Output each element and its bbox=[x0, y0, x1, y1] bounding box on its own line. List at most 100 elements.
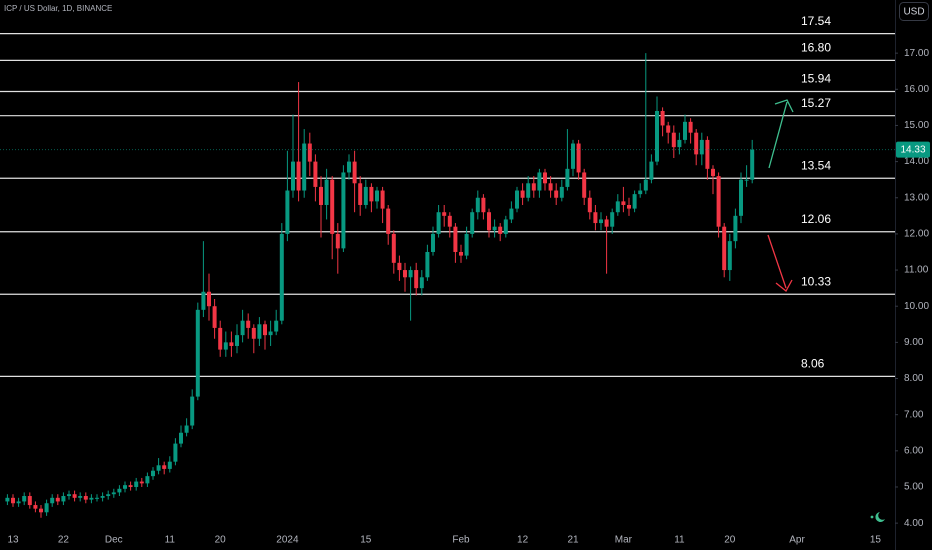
y-tick-label: 8.00 bbox=[904, 373, 924, 384]
candle-body bbox=[319, 186, 323, 205]
candle-body bbox=[307, 143, 312, 162]
y-tick-label: 13.00 bbox=[904, 192, 929, 203]
candle-body bbox=[750, 149, 755, 180]
candle-body bbox=[610, 212, 615, 227]
candle-body bbox=[604, 219, 609, 227]
candle-body bbox=[677, 139, 682, 148]
candle-body bbox=[223, 342, 228, 350]
x-tick-label: 20 bbox=[215, 535, 227, 546]
candle-body bbox=[55, 497, 60, 502]
candle-body bbox=[380, 190, 385, 209]
candle-body bbox=[207, 291, 211, 307]
candle-body bbox=[235, 335, 239, 346]
candle-body bbox=[167, 461, 172, 469]
candle-body bbox=[666, 125, 671, 133]
theme-icon bbox=[870, 512, 885, 522]
candle-body bbox=[61, 496, 66, 502]
x-tick-label: 15 bbox=[870, 535, 882, 546]
candle-body bbox=[660, 110, 665, 126]
candle-body bbox=[39, 508, 43, 513]
y-tick-label: 15.00 bbox=[904, 120, 929, 131]
candle-body bbox=[548, 183, 553, 191]
candle-body bbox=[425, 251, 430, 278]
y-tick-label: 7.00 bbox=[904, 409, 924, 420]
candle-body bbox=[100, 496, 105, 498]
candle-body bbox=[173, 443, 178, 462]
candle-body bbox=[683, 121, 687, 140]
candle-body bbox=[117, 488, 122, 493]
y-tick-label: 12.00 bbox=[904, 229, 929, 240]
candle-body bbox=[128, 485, 133, 487]
candle-body bbox=[515, 190, 519, 209]
candle-body bbox=[279, 233, 284, 321]
currency-label[interactable]: USD bbox=[903, 7, 924, 18]
last-price-label: 14.33 bbox=[900, 144, 925, 155]
candle-body bbox=[291, 161, 295, 191]
candle-body bbox=[134, 481, 139, 487]
candle-body bbox=[475, 197, 480, 213]
candle-body bbox=[285, 190, 290, 234]
candle-body bbox=[582, 172, 587, 198]
candle-body bbox=[156, 465, 161, 471]
candle-body bbox=[699, 139, 704, 155]
x-tick-label: 11 bbox=[165, 535, 176, 546]
candle-body bbox=[453, 226, 458, 252]
candle-body bbox=[201, 291, 206, 310]
candle-body bbox=[744, 179, 749, 181]
candle-body bbox=[537, 172, 542, 191]
candle-body bbox=[179, 432, 183, 444]
candle-body bbox=[111, 492, 116, 495]
candle-body bbox=[565, 168, 570, 187]
candle-body bbox=[431, 233, 435, 252]
candle-body bbox=[229, 342, 234, 346]
candle-body bbox=[139, 481, 144, 484]
candle-body bbox=[352, 161, 357, 184]
candle-body bbox=[22, 496, 27, 502]
candle-body bbox=[369, 186, 374, 202]
candle-body bbox=[151, 470, 155, 477]
y-tick-label: 11.00 bbox=[904, 265, 929, 276]
level-label: 10.33 bbox=[801, 274, 831, 288]
candle-body bbox=[638, 190, 643, 195]
currency-button[interactable] bbox=[899, 2, 929, 21]
candle-body bbox=[464, 233, 469, 256]
x-tick-label: 22 bbox=[58, 535, 70, 546]
candle-body bbox=[397, 262, 402, 271]
candle-body bbox=[459, 251, 463, 256]
candle-body bbox=[33, 505, 38, 509]
candle-body bbox=[543, 172, 547, 184]
candle-body bbox=[302, 143, 307, 191]
candle-body bbox=[145, 476, 150, 484]
y-tick-label: 9.00 bbox=[904, 337, 924, 348]
candle-body bbox=[78, 496, 83, 498]
candle-body bbox=[95, 497, 99, 499]
candle-body bbox=[554, 190, 559, 198]
y-tick-label: 10.00 bbox=[904, 301, 929, 312]
x-tick-label: 21 bbox=[567, 535, 579, 546]
level-label: 8.06 bbox=[801, 357, 825, 371]
candle-body bbox=[436, 212, 441, 234]
candle-body bbox=[470, 212, 475, 234]
candle-body bbox=[341, 172, 346, 249]
candle-body bbox=[442, 212, 447, 216]
y-tick-label: 14.00 bbox=[904, 156, 929, 167]
x-tick-label: 20 bbox=[724, 535, 736, 546]
candle-body bbox=[240, 320, 245, 336]
candle-body bbox=[632, 194, 637, 209]
candle-body bbox=[251, 327, 256, 339]
candle-body bbox=[498, 226, 503, 234]
chart-title: ICP / US Dollar, 1D, BINANCE bbox=[4, 4, 112, 13]
candle-body bbox=[705, 139, 710, 169]
candle-body bbox=[330, 179, 335, 234]
level-label: 16.80 bbox=[801, 41, 831, 55]
candle-body bbox=[487, 212, 491, 231]
y-tick-label: 17.00 bbox=[904, 48, 929, 59]
x-tick-label: 2024 bbox=[276, 535, 299, 546]
candle-body bbox=[335, 233, 340, 249]
candle-body bbox=[722, 226, 727, 271]
candle-body bbox=[599, 219, 603, 224]
candle-body bbox=[184, 425, 189, 433]
candle-body bbox=[363, 186, 368, 205]
candle-body bbox=[688, 121, 693, 133]
